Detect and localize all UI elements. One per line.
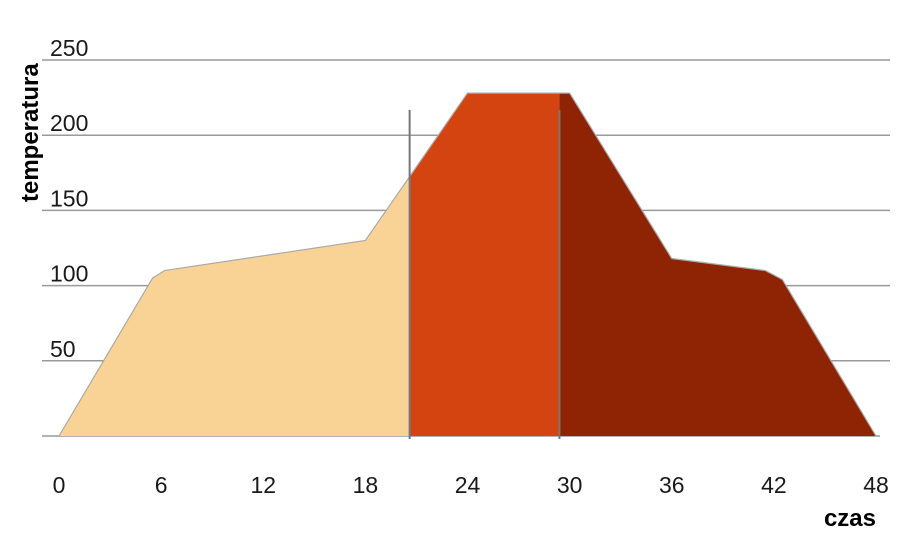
y-axis-title: temperatura (17, 63, 44, 202)
x-axis-title: czas (824, 505, 876, 532)
y-tick-label-200: 200 (50, 110, 88, 136)
phase-area-2 (409, 93, 560, 436)
x-tick-label-36: 36 (659, 472, 685, 498)
phase-area-1 (59, 93, 410, 436)
x-tick-label-42: 42 (761, 472, 787, 498)
x-tick-label-30: 30 (557, 472, 583, 498)
x-tick-label-6: 6 (155, 472, 168, 498)
x-tick-label-12: 12 (250, 472, 276, 498)
temperature-area (58, 92, 877, 437)
x-tick-label-48: 48 (863, 472, 889, 498)
phase-area-3 (559, 93, 876, 436)
x-tick-label-24: 24 (455, 472, 481, 498)
y-tick-label-50: 50 (50, 336, 76, 362)
y-tick-label-100: 100 (50, 261, 88, 287)
y-tick-label-250: 250 (50, 35, 88, 61)
y-tick-label-150: 150 (50, 185, 88, 211)
phase-dividers (408, 110, 561, 439)
temperature-line (58, 92, 877, 437)
x-tick-labels: 0 6 12 18 24 30 36 42 48 (53, 472, 889, 498)
y-tick-labels: 50 100 150 200 250 (50, 35, 88, 362)
x-tick-label-18: 18 (353, 472, 379, 498)
x-tick-label-0: 0 (53, 472, 66, 498)
